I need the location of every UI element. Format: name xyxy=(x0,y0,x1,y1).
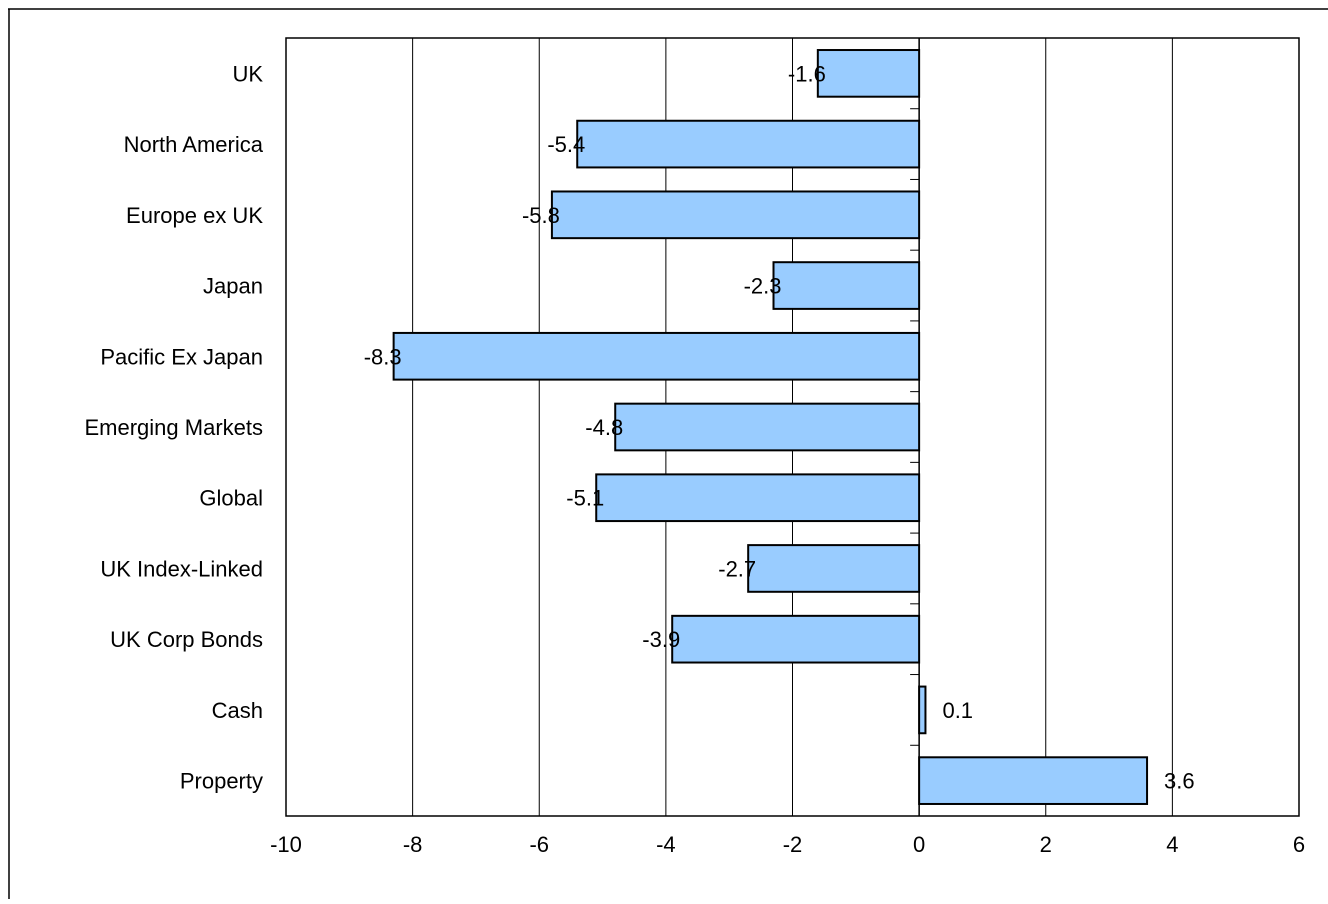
data-labels: -1.6 -5.4 -5.8 -2.3 -8.3 -4.8 -5.1 -2.7 -3.9 0.1 3… xyxy=(364,61,1195,793)
bars xyxy=(392,49,1149,805)
x-tick-label: -4 xyxy=(656,832,676,857)
plot-area-border xyxy=(285,37,1300,817)
bar xyxy=(747,544,921,593)
bar xyxy=(772,261,921,310)
bar xyxy=(671,614,921,664)
x-tick-label: -6 xyxy=(529,832,549,857)
category-label: Cash xyxy=(212,698,263,723)
bar xyxy=(595,473,921,523)
x-tick-label: 6 xyxy=(1293,832,1305,857)
data-label: -5.4 xyxy=(547,132,585,157)
x-tick-label: 4 xyxy=(1166,832,1178,857)
bar xyxy=(816,49,921,98)
category-label: Pacific Ex Japan xyxy=(100,344,263,369)
x-tick-label: -8 xyxy=(403,832,423,857)
data-label: -8.3 xyxy=(364,344,402,369)
data-label: -2.3 xyxy=(744,274,782,299)
data-label: -4.8 xyxy=(585,415,623,440)
data-label: -5.8 xyxy=(522,203,560,228)
category-label: UK xyxy=(232,61,263,86)
category-label: Emerging Markets xyxy=(84,415,263,440)
category-label: UK Corp Bonds xyxy=(110,627,263,652)
data-label: 0.1 xyxy=(942,698,973,723)
bar xyxy=(918,756,1149,805)
category-labels: UK North America Europe ex UK Japan Pacific … xyxy=(84,61,263,793)
category-label: Property xyxy=(180,769,263,794)
data-label: -5.1 xyxy=(566,486,604,511)
x-tick-labels: -10 -8 -6 -4 -2 0 2 4 6 xyxy=(270,832,1305,857)
data-label: 3.6 xyxy=(1164,769,1195,794)
bar xyxy=(576,119,921,169)
data-label: -2.7 xyxy=(718,556,756,581)
category-label: UK Index-Linked xyxy=(100,556,263,581)
data-label: -3.9 xyxy=(642,627,680,652)
bar xyxy=(392,331,921,381)
bar xyxy=(550,190,921,240)
bar xyxy=(918,685,927,735)
bar xyxy=(614,402,921,452)
data-label: -1.6 xyxy=(788,61,826,86)
x-tick-label: 0 xyxy=(913,832,925,857)
x-tick-label: -2 xyxy=(783,832,803,857)
category-label: Japan xyxy=(203,274,263,299)
x-tick-label: -10 xyxy=(270,832,302,857)
category-label: North America xyxy=(124,132,264,157)
category-label: Europe ex UK xyxy=(126,203,263,228)
category-label: Global xyxy=(199,486,263,511)
x-tick-label: 2 xyxy=(1040,832,1052,857)
